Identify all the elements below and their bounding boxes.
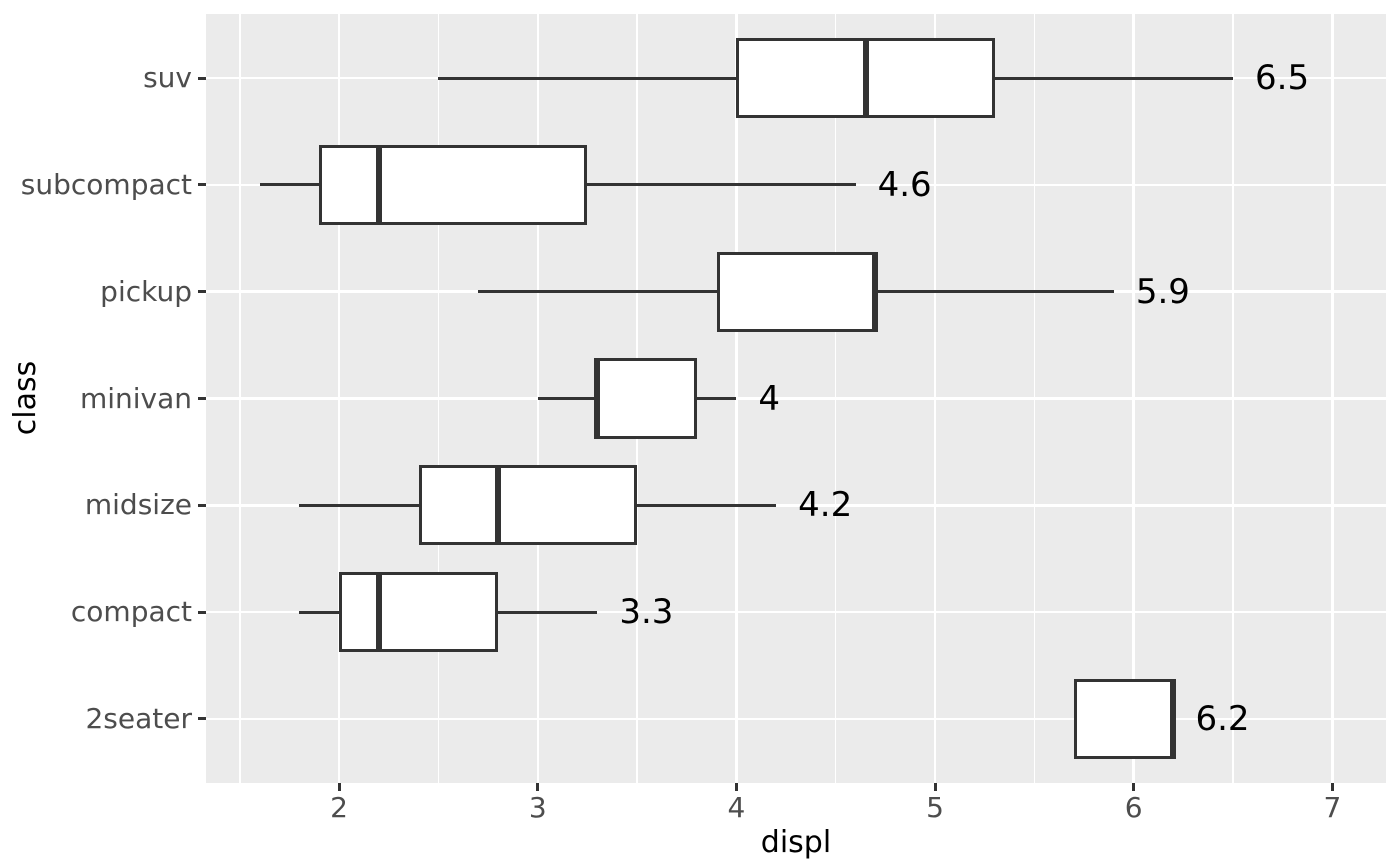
y-tick-mark — [198, 183, 206, 187]
x-tick-mark — [1330, 783, 1334, 791]
y-tick-label: subcompact — [20, 167, 192, 201]
x-tick-mark — [536, 783, 540, 791]
x-tick-label: 7 — [1323, 791, 1342, 824]
y-tick-label: pickup — [100, 274, 192, 308]
boxplot-row-suv — [206, 14, 1386, 783]
y-major-gridline — [206, 504, 1386, 507]
x-tick-label: 3 — [528, 791, 547, 824]
max-value-label: 5.9 — [1135, 271, 1190, 312]
x-tick-label: 2 — [330, 791, 348, 824]
median-line — [862, 38, 869, 119]
median-line — [495, 465, 502, 546]
iqr-box — [1074, 678, 1174, 759]
whisker-lower — [537, 397, 598, 400]
max-value-label: 3.3 — [619, 592, 674, 633]
iqr-box — [319, 144, 588, 225]
boxplot-row-subcompact — [206, 14, 1386, 783]
whisker-lower — [259, 183, 320, 187]
y-tick-mark — [198, 503, 206, 507]
median-line — [594, 358, 601, 439]
y-tick-label: suv — [143, 61, 192, 95]
x-tick-mark — [1132, 783, 1136, 791]
whisker-upper — [587, 183, 856, 187]
max-value-label: 6.2 — [1195, 698, 1250, 739]
boxplot-row-compact — [206, 14, 1386, 783]
y-tick-mark — [198, 76, 206, 80]
x-tick-mark — [933, 783, 937, 791]
x-tick-mark — [337, 783, 341, 791]
boxplot-layer — [206, 14, 1386, 783]
y-tick-mark — [198, 610, 206, 614]
boxplot-row-minivan — [206, 14, 1386, 783]
max-value-label: 4 — [758, 378, 781, 419]
x-tick-label: 4 — [727, 791, 746, 824]
boxplot-row-midsize — [206, 14, 1386, 783]
iqr-box — [597, 358, 697, 439]
max-value-label: 4.6 — [877, 164, 932, 205]
y-axis-title: class — [8, 360, 43, 436]
max-value-label: 4.2 — [798, 485, 853, 526]
median-line — [375, 144, 382, 225]
whisker-upper — [994, 76, 1234, 80]
median-line — [375, 572, 382, 653]
y-tick-label: midsize — [84, 488, 192, 522]
y-major-gridline — [206, 610, 1386, 614]
whisker-upper — [637, 503, 777, 507]
value-label-layer: 6.5 4.6 5.9 4 4.2 3.3 6.2 — [206, 14, 1386, 783]
boxplot-row-2seater — [206, 14, 1386, 783]
y-major-gridline — [206, 397, 1386, 400]
whisker-lower — [299, 503, 419, 507]
median-line — [1170, 678, 1177, 759]
y-tick-label: minivan — [79, 381, 192, 415]
median-line — [872, 251, 879, 332]
y-tick-label: 2seater — [85, 701, 192, 735]
iqr-box — [716, 251, 876, 332]
whisker-upper — [696, 397, 737, 400]
boxplot-row-pickup — [206, 14, 1386, 783]
x-tick-label: 6 — [1124, 791, 1143, 824]
y-tick-mark — [198, 717, 206, 721]
whisker-lower — [478, 290, 717, 294]
whisker-upper — [875, 290, 1114, 294]
whisker-lower — [438, 76, 737, 80]
plot-panel: 6.5 4.6 5.9 4 4.2 3.3 6.2 — [206, 14, 1386, 783]
x-axis-title: displ — [760, 825, 832, 860]
x-tick-label: 5 — [926, 791, 944, 824]
y-tick-mark — [198, 397, 206, 400]
y-tick-label: compact — [70, 595, 192, 629]
iqr-box — [418, 465, 638, 546]
iqr-box — [339, 572, 499, 653]
whisker-upper — [498, 610, 598, 614]
whisker-lower — [299, 610, 340, 614]
x-tick-mark — [734, 783, 738, 791]
y-major-gridline — [206, 717, 1386, 721]
max-value-label: 6.5 — [1255, 58, 1310, 99]
y-tick-mark — [198, 290, 206, 294]
